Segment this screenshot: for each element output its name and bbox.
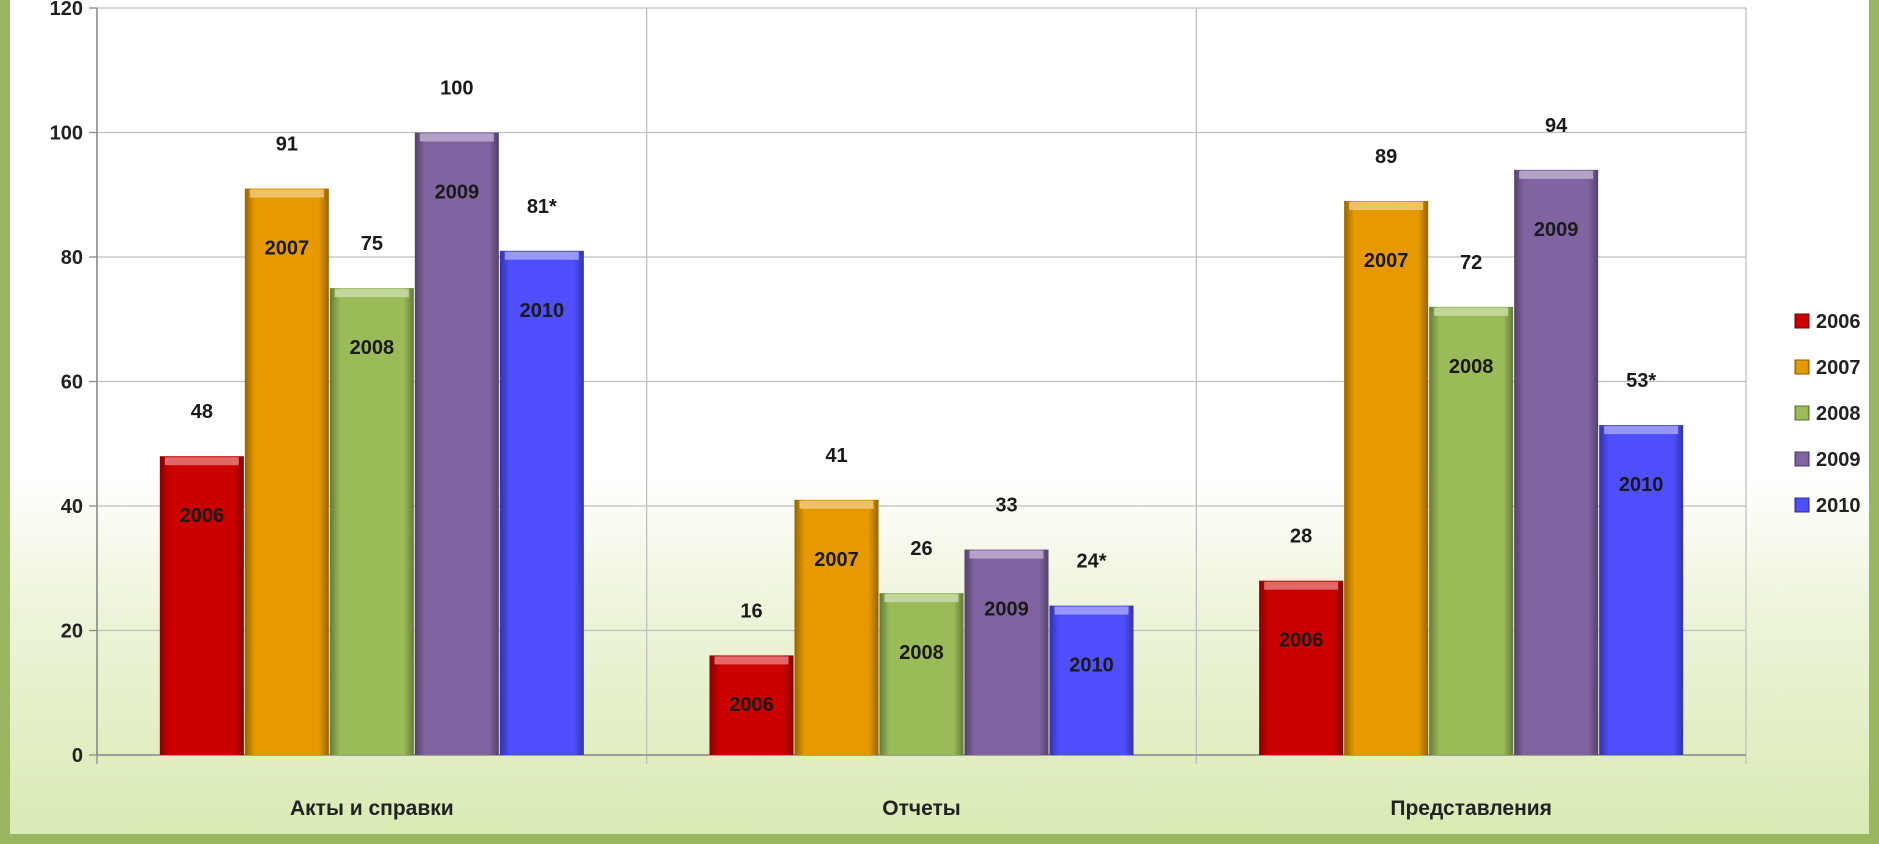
bar-value-label: 89 [1375,146,1397,168]
bar-bevel [714,656,789,665]
legend-label-2008: 2008 [1816,403,1861,425]
legend-label-2006: 2006 [1816,311,1861,333]
bar-2007-3 [1344,200,1429,756]
bar-2006-1 [159,456,244,755]
bar-series-label: 2007 [1364,250,1409,272]
legend-swatch-2006 [1794,313,1810,329]
bar-series-label: 2010 [1069,655,1114,677]
x-category-label: Отчеты [882,797,960,820]
legend: 2006 2007 2008 2009 2010 [1794,311,1861,517]
bar-bevel [504,251,579,260]
bar-bevel [1349,201,1424,210]
legend-swatch-2007 [1794,359,1810,375]
bar-series-label: 2007 [265,238,310,260]
bar-bevel [419,133,494,142]
bar-value-label: 75 [361,233,383,255]
bar-bevel [1604,426,1679,435]
bar-2010-1 [499,250,584,755]
bar-bevel [1434,307,1509,316]
bar-bevel [249,189,324,198]
bar-2009-3 [1514,169,1599,756]
bar-bevel [334,289,409,298]
bar-2007-2 [794,499,879,755]
bar-series-label: 2010 [520,300,565,322]
legend-label-2010: 2010 [1816,495,1861,517]
bar-series-label: 2008 [1449,356,1494,378]
bar-value-label: 72 [1460,252,1482,274]
y-tick-label: 60 [61,372,83,394]
bar-value-label: 53* [1626,370,1656,392]
bar-bevel [1054,606,1129,615]
bar-series-label: 2009 [984,599,1029,621]
bar-bevel [884,594,959,603]
bar-2008-3 [1429,306,1514,755]
bar-series-label: 2006 [180,505,225,527]
bar-value-label: 24* [1076,551,1106,573]
bar-chart: 0 20 40 60 80 100 120 Акты и справки Отчеты Предс… [50,0,1861,820]
bar-value-label: 91 [276,134,298,156]
bar-value-label: 33 [995,495,1017,517]
x-category-label: Акты и справки [290,797,454,820]
bar-2006-2 [709,655,794,755]
bar-bevel [1519,170,1594,179]
x-category-label: Представления [1390,797,1552,820]
bar-2006-3 [1259,580,1344,755]
bar-2009-1 [414,132,499,755]
bars [159,132,1684,756]
bar-series-label: 2007 [814,549,859,571]
bar-value-label: 41 [825,445,847,467]
y-tick-label: 0 [72,745,83,767]
legend-swatch-2010 [1794,497,1810,513]
bar-value-label: 26 [910,538,932,560]
bar-bevel [1264,581,1339,590]
bar-2007-1 [244,188,329,755]
bar-value-label: 16 [740,600,762,622]
bar-2009-2 [964,549,1049,755]
bar-2010-3 [1599,425,1684,755]
y-tick-label: 20 [61,621,83,643]
bar-value-label: 81* [527,196,557,218]
bar-value-label: 28 [1290,526,1312,548]
bar-series-label: 2010 [1619,474,1664,496]
bar-series-label: 2009 [435,182,480,204]
bar-bevel [799,500,874,509]
bar-series-label: 2009 [1534,219,1579,241]
bar-2008-2 [879,593,964,755]
bar-series-label: 2006 [1279,630,1324,652]
bar-value-label: 94 [1545,115,1568,137]
bar-series-label: 2006 [729,694,774,716]
bar-value-label: 100 [440,78,473,100]
bar-series-label: 2008 [899,642,944,664]
legend-swatch-2009 [1794,451,1810,467]
bar-bevel [164,457,239,466]
bar-2008-1 [329,288,414,755]
data-labels: 2006 48 2007 91 2008 75 2009 100 2010 81* 2006 16 20… [180,78,1664,717]
y-tick-label: 40 [61,496,83,518]
y-tick-label: 80 [61,247,83,269]
bar-2010-2 [1049,605,1134,755]
bar-series-label: 2008 [350,337,395,359]
y-tick-label: 100 [50,123,83,145]
legend-swatch-2008 [1794,405,1810,421]
bar-bevel [969,550,1044,559]
bar-value-label: 48 [191,401,213,423]
legend-label-2009: 2009 [1816,449,1861,471]
y-tick-label: 120 [50,0,83,20]
legend-label-2007: 2007 [1816,357,1861,379]
